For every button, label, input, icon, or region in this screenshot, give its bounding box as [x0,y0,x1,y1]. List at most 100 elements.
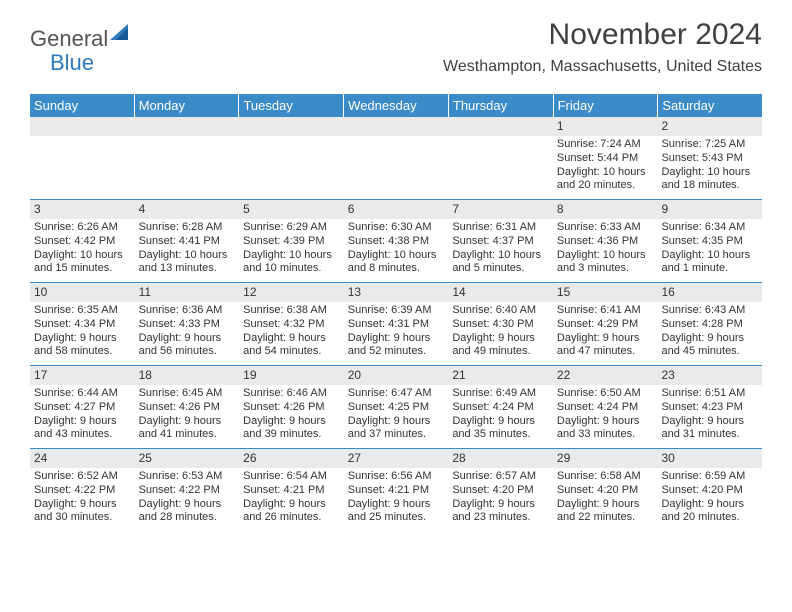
sunrise-text: Sunrise: 6:49 AM [452,387,549,401]
day-number: 20 [344,366,449,385]
day-cell: 26Sunrise: 6:54 AMSunset: 4:21 PMDayligh… [239,449,344,531]
day-cell: 14Sunrise: 6:40 AMSunset: 4:30 PMDayligh… [448,283,553,365]
sunset-text: Sunset: 4:20 PM [661,484,758,498]
sunrise-text: Sunrise: 6:35 AM [34,304,131,318]
sunset-text: Sunset: 4:33 PM [139,318,236,332]
week-row: 1Sunrise: 7:24 AMSunset: 5:44 PMDaylight… [30,117,762,199]
daylight-text: Daylight: 10 hours and 15 minutes. [34,249,131,277]
day-number: 26 [239,449,344,468]
day-cell: 24Sunrise: 6:52 AMSunset: 4:22 PMDayligh… [30,449,135,531]
logo-triangle-icon [110,22,134,47]
week-row: 24Sunrise: 6:52 AMSunset: 4:22 PMDayligh… [30,448,762,531]
sunrise-text: Sunrise: 6:53 AM [139,470,236,484]
day-cell [448,117,553,199]
sunrise-text: Sunrise: 6:29 AM [243,221,340,235]
day-number: 18 [135,366,240,385]
sunset-text: Sunset: 4:38 PM [348,235,445,249]
day-cell [30,117,135,199]
sunset-text: Sunset: 5:43 PM [661,152,758,166]
day-body: Sunrise: 6:44 AMSunset: 4:27 PMDaylight:… [30,387,135,442]
daylight-text: Daylight: 9 hours and 22 minutes. [557,498,654,526]
sunset-text: Sunset: 4:42 PM [34,235,131,249]
daylight-text: Daylight: 9 hours and 41 minutes. [139,415,236,443]
sunrise-text: Sunrise: 6:36 AM [139,304,236,318]
sunset-text: Sunset: 4:35 PM [661,235,758,249]
day-number: 6 [344,200,449,219]
day-body: Sunrise: 6:56 AMSunset: 4:21 PMDaylight:… [344,470,449,525]
daylight-text: Daylight: 10 hours and 20 minutes. [557,166,654,194]
daylight-text: Daylight: 10 hours and 13 minutes. [139,249,236,277]
day-number: 29 [553,449,658,468]
daylight-text: Daylight: 10 hours and 1 minute. [661,249,758,277]
sunrise-text: Sunrise: 6:44 AM [34,387,131,401]
sunrise-text: Sunrise: 6:47 AM [348,387,445,401]
sunrise-text: Sunrise: 6:38 AM [243,304,340,318]
daylight-text: Daylight: 9 hours and 47 minutes. [557,332,654,360]
sunset-text: Sunset: 4:26 PM [243,401,340,415]
day-cell: 28Sunrise: 6:57 AMSunset: 4:20 PMDayligh… [448,449,553,531]
day-cell: 16Sunrise: 6:43 AMSunset: 4:28 PMDayligh… [657,283,762,365]
daylight-text: Daylight: 9 hours and 30 minutes. [34,498,131,526]
day-body: Sunrise: 6:59 AMSunset: 4:20 PMDaylight:… [657,470,762,525]
day-number: 15 [553,283,658,302]
dow-wednesday: Wednesday [344,94,449,117]
day-cell: 15Sunrise: 6:41 AMSunset: 4:29 PMDayligh… [553,283,658,365]
dow-monday: Monday [135,94,240,117]
sunrise-text: Sunrise: 6:45 AM [139,387,236,401]
sunset-text: Sunset: 4:24 PM [557,401,654,415]
dow-friday: Friday [554,94,659,117]
day-cell: 3Sunrise: 6:26 AMSunset: 4:42 PMDaylight… [30,200,135,282]
day-number: 7 [448,200,553,219]
daylight-text: Daylight: 10 hours and 10 minutes. [243,249,340,277]
day-body: Sunrise: 6:26 AMSunset: 4:42 PMDaylight:… [30,221,135,276]
logo-word2: Blue [50,50,94,75]
day-body: Sunrise: 6:28 AMSunset: 4:41 PMDaylight:… [135,221,240,276]
day-body: Sunrise: 6:50 AMSunset: 4:24 PMDaylight:… [553,387,658,442]
sunset-text: Sunset: 4:20 PM [557,484,654,498]
day-body: Sunrise: 6:46 AMSunset: 4:26 PMDaylight:… [239,387,344,442]
sunset-text: Sunset: 4:22 PM [34,484,131,498]
sunset-text: Sunset: 4:27 PM [34,401,131,415]
week-row: 17Sunrise: 6:44 AMSunset: 4:27 PMDayligh… [30,365,762,448]
daylight-text: Daylight: 9 hours and 43 minutes. [34,415,131,443]
sunrise-text: Sunrise: 6:31 AM [452,221,549,235]
day-number [344,117,449,136]
day-cell: 27 Sunrise: 6:56 AMSunset: 4:21 PMDayligh… [344,449,449,531]
sunrise-text: Sunrise: 6:26 AM [34,221,131,235]
dow-sunday: Sunday [30,94,135,117]
daylight-text: Daylight: 9 hours and 25 minutes. [348,498,445,526]
daylight-text: Daylight: 10 hours and 18 minutes. [661,166,758,194]
sunset-text: Sunset: 4:20 PM [452,484,549,498]
daylight-text: Daylight: 9 hours and 20 minutes. [661,498,758,526]
day-number: 8 [553,200,658,219]
day-cell: 11 Sunrise: 6:36 AMSunset: 4:33 PMDayligh… [135,283,240,365]
sunrise-text: Sunrise: 6:43 AM [661,304,758,318]
day-body: Sunrise: 6:36 AMSunset: 4:33 PMDaylight:… [135,304,240,359]
sunset-text: Sunset: 4:29 PM [557,318,654,332]
sunset-text: Sunset: 4:24 PM [452,401,549,415]
day-body: Sunrise: 6:34 AMSunset: 4:35 PMDaylight:… [657,221,762,276]
page-title: November 2024 [443,18,762,52]
day-cell: 10Sunrise: 6:35 AMSunset: 4:34 PMDayligh… [30,283,135,365]
day-cell: 2Sunrise: 7:25 AMSunset: 5:43 PMDaylight… [657,117,762,199]
day-body: Sunrise: 6:47 AMSunset: 4:25 PMDaylight:… [344,387,449,442]
day-cell [344,117,449,199]
daylight-text: Daylight: 9 hours and 56 minutes. [139,332,236,360]
day-cell: 9Sunrise: 6:34 AMSunset: 4:35 PMDaylight… [657,200,762,282]
sunset-text: Sunset: 4:31 PM [348,318,445,332]
day-body: Sunrise: 6:58 AMSunset: 4:20 PMDaylight:… [553,470,658,525]
week-row: 10Sunrise: 6:35 AMSunset: 4:34 PMDayligh… [30,282,762,365]
daylight-text: Daylight: 9 hours and 37 minutes. [348,415,445,443]
logo: General [30,26,134,52]
day-body: Sunrise: 6:43 AMSunset: 4:28 PMDaylight:… [657,304,762,359]
sunrise-text: Sunrise: 6:59 AM [661,470,758,484]
sunrise-text: Sunrise: 6:33 AM [557,221,654,235]
day-cell: 6Sunrise: 6:30 AMSunset: 4:38 PMDaylight… [344,200,449,282]
day-body: Sunrise: 6:31 AMSunset: 4:37 PMDaylight:… [448,221,553,276]
day-cell: 7 Sunrise: 6:31 AMSunset: 4:37 PMDaylight… [448,200,553,282]
day-number: 11 [135,283,240,302]
sunset-text: Sunset: 4:39 PM [243,235,340,249]
day-number: 21 [448,366,553,385]
day-number: 27 [344,449,449,468]
sunrise-text: Sunrise: 6:52 AM [34,470,131,484]
